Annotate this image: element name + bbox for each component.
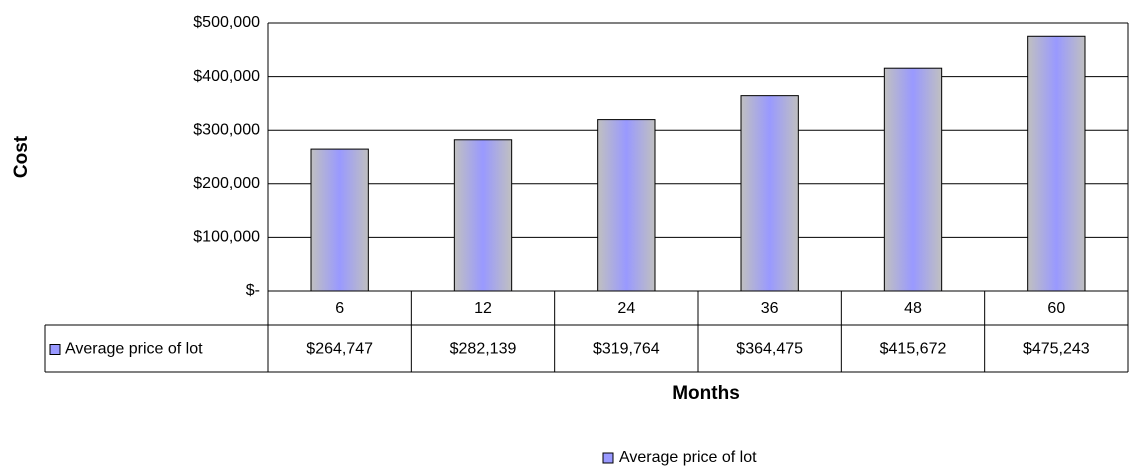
bar bbox=[453, 139, 513, 292]
data-table-value: $475,243 bbox=[1023, 341, 1090, 358]
x-tick-label: 36 bbox=[761, 300, 779, 317]
x-axis-label: Months bbox=[672, 383, 740, 404]
legend-swatch bbox=[49, 344, 61, 355]
data-table-value: $264,747 bbox=[306, 341, 373, 358]
legend-label: Average price of lot bbox=[619, 449, 757, 466]
data-table-value: $415,672 bbox=[880, 341, 947, 358]
x-tick-label: 48 bbox=[904, 300, 922, 317]
y-axis-label: Cost bbox=[11, 135, 32, 178]
y-tick-label: $300,000 bbox=[193, 121, 260, 138]
data-table-value: $319,764 bbox=[593, 341, 660, 358]
y-tick-label: $500,000 bbox=[193, 14, 260, 31]
bar bbox=[310, 148, 369, 292]
x-tick-label: 24 bbox=[617, 300, 635, 317]
x-tick-label: 60 bbox=[1047, 300, 1065, 317]
y-tick-label: $200,000 bbox=[193, 175, 260, 192]
legend-swatch bbox=[602, 452, 614, 464]
data-table-value: $364,475 bbox=[736, 341, 803, 358]
bar bbox=[597, 119, 656, 292]
y-tick-label: $100,000 bbox=[193, 229, 260, 246]
y-tick-label: $- bbox=[246, 282, 260, 299]
data-table-value: $282,139 bbox=[450, 341, 517, 358]
x-tick-label: 12 bbox=[474, 300, 492, 317]
bar bbox=[740, 95, 799, 292]
bar bbox=[883, 67, 943, 292]
bar bbox=[1027, 35, 1086, 292]
x-tick-label: 6 bbox=[335, 300, 344, 317]
y-tick-label: $400,000 bbox=[193, 68, 260, 85]
table-series-name: Average price of lot bbox=[65, 341, 203, 358]
